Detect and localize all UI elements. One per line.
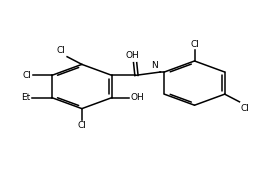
Text: OH: OH	[131, 93, 144, 102]
Text: Cl: Cl	[78, 121, 86, 130]
Text: OH: OH	[125, 51, 139, 60]
Text: Et: Et	[21, 93, 30, 102]
Text: Cl: Cl	[190, 40, 199, 49]
Text: Cl: Cl	[57, 46, 66, 55]
Text: Cl: Cl	[23, 71, 31, 80]
Text: Cl: Cl	[241, 103, 250, 112]
Text: N: N	[151, 61, 158, 70]
